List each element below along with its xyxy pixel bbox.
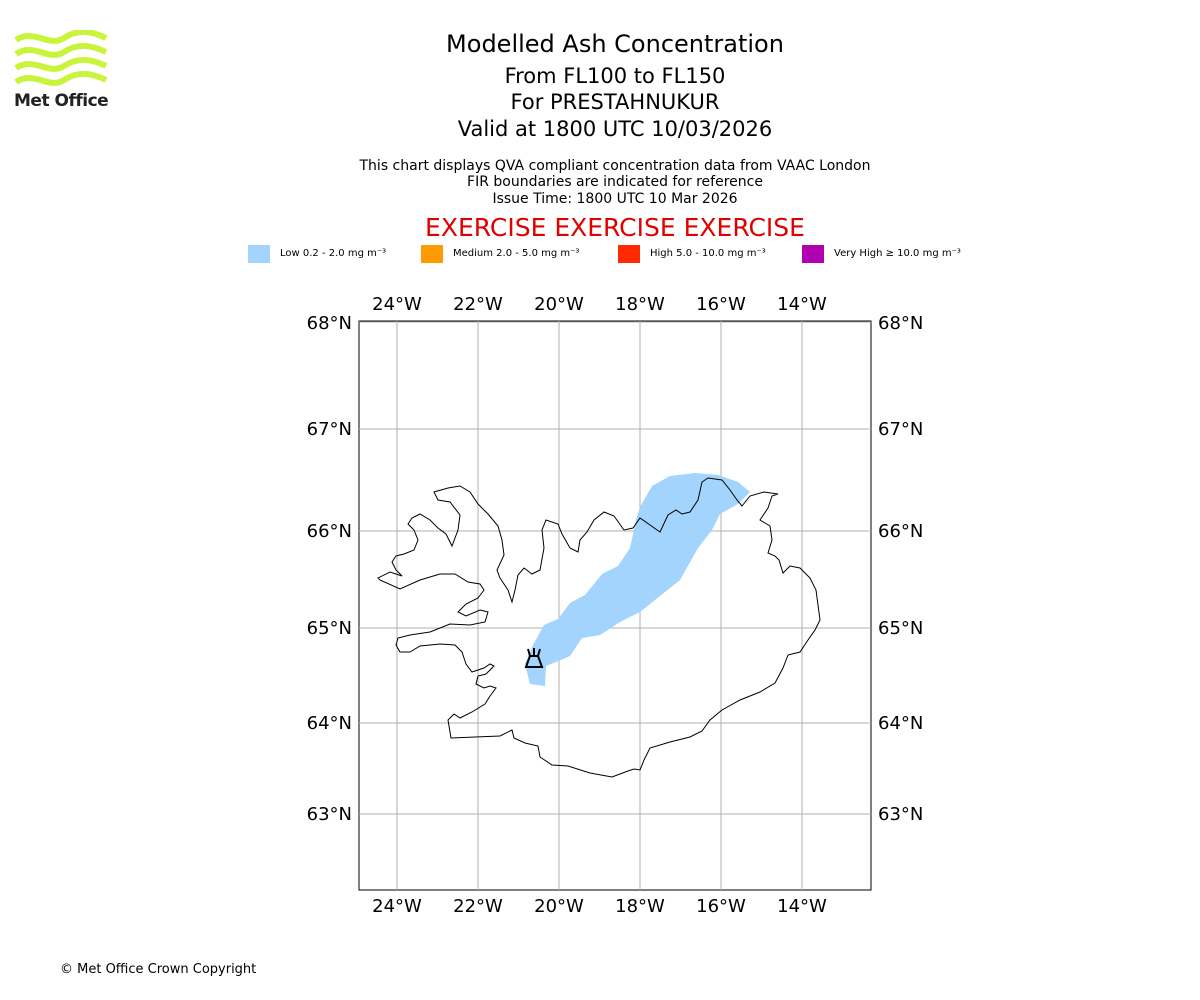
chart-title: Modelled Ash Concentration [446, 30, 784, 58]
qva-note: This chart displays QVA compliant concen… [359, 158, 871, 174]
copyright: © Met Office Crown Copyright [60, 962, 257, 977]
lon-tick-top: 24°W [372, 294, 422, 315]
lon-tick-bottom: 20°W [534, 896, 584, 917]
lat-ticks-right: 68°N 67°N 66°N 65°N 64°N 63°N [878, 313, 923, 825]
lat-tick-left: 67°N [307, 419, 352, 440]
ash-plume-low [525, 473, 750, 686]
lat-tick-right: 68°N [878, 313, 923, 334]
lat-ticks-left: 68°N 67°N 66°N 65°N 64°N 63°N [307, 313, 352, 825]
lon-ticks-top: 24°W 22°W 20°W 18°W 16°W 14°W [372, 294, 827, 315]
lat-tick-right: 66°N [878, 521, 923, 542]
legend-swatch-high [618, 245, 640, 263]
legend-label-low: Low 0.2 - 2.0 mg m⁻³ [280, 248, 387, 259]
lat-tick-left: 65°N [307, 618, 352, 639]
lat-tick-right: 63°N [878, 804, 923, 825]
lat-tick-left: 64°N [307, 713, 352, 734]
lon-tick-top: 20°W [534, 294, 584, 315]
lon-tick-top: 14°W [777, 294, 827, 315]
legend-label-high: High 5.0 - 10.0 mg m⁻³ [650, 248, 766, 259]
lon-tick-bottom: 14°W [777, 896, 827, 917]
lat-tick-left: 68°N [307, 313, 352, 334]
iceland-coastline [377, 477, 821, 778]
exercise-banner: EXERCISE EXERCISE EXERCISE [425, 213, 805, 242]
lat-tick-right: 67°N [878, 419, 923, 440]
lon-tick-top: 22°W [453, 294, 503, 315]
legend-swatch-low [248, 245, 270, 263]
lat-tick-left: 66°N [307, 521, 352, 542]
volcano-icon [524, 648, 544, 668]
lon-tick-bottom: 24°W [372, 896, 422, 917]
volcano-location: For PRESTAHNUKUR [510, 90, 720, 114]
legend-swatch-very-high [802, 245, 824, 263]
lat-tick-right: 65°N [878, 618, 923, 639]
valid-time: Valid at 1800 UTC 10/03/2026 [457, 117, 773, 141]
lon-tick-bottom: 18°W [615, 896, 665, 917]
lat-tick-right: 64°N [878, 713, 923, 734]
met-office-logo: Met Office [14, 29, 109, 112]
lon-tick-top: 18°W [615, 294, 665, 315]
flight-levels: From FL100 to FL150 [504, 64, 726, 88]
issue-time: Issue Time: 1800 UTC 10 Mar 2026 [492, 191, 738, 207]
lon-tick-bottom: 22°W [453, 896, 503, 917]
map-gridlines [359, 321, 871, 890]
logo-text: Met Office [14, 91, 109, 111]
lon-tick-bottom: 16°W [696, 896, 746, 917]
lat-tick-left: 63°N [307, 804, 352, 825]
lon-ticks-bottom: 24°W 22°W 20°W 18°W 16°W 14°W [372, 896, 827, 917]
lon-tick-top: 16°W [696, 294, 746, 315]
met-office-wave-icon [14, 29, 108, 86]
legend-swatch-medium [421, 245, 443, 263]
fir-note: FIR boundaries are indicated for referen… [467, 174, 763, 190]
legend-label-very-high: Very High ≥ 10.0 mg m⁻³ [834, 248, 961, 259]
legend-label-medium: Medium 2.0 - 5.0 mg m⁻³ [453, 248, 580, 259]
